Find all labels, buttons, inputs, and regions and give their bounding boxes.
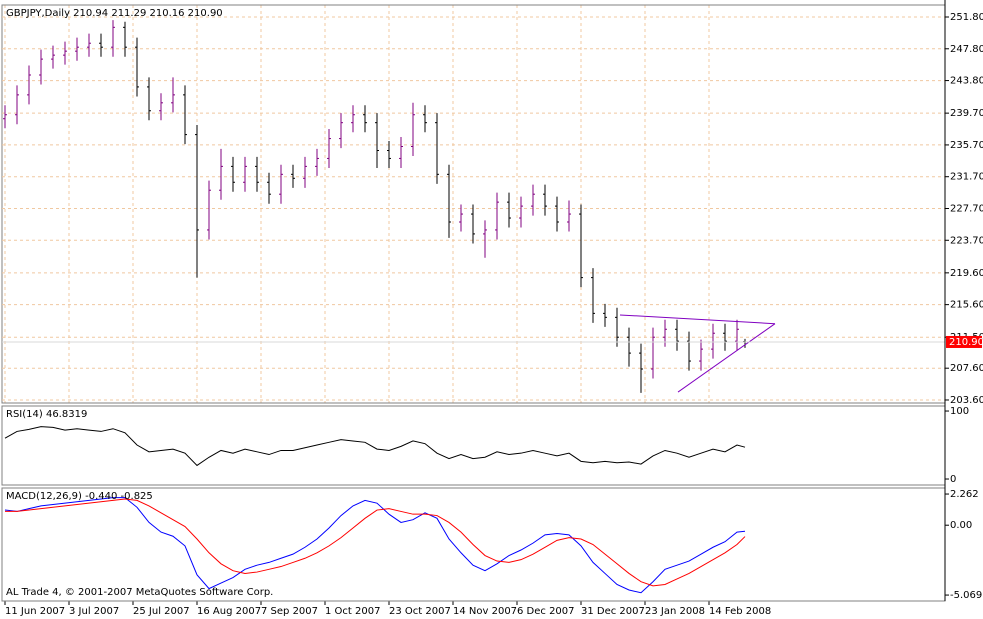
trendline bbox=[619, 314, 776, 325]
line-series bbox=[4, 426, 746, 467]
y-tick-label: 215.60 bbox=[950, 300, 983, 311]
price-marker-label: 210.90 bbox=[949, 337, 983, 348]
y-tick-label: 207.60 bbox=[950, 363, 983, 374]
x-tick-label: 11 Jun 2007 bbox=[5, 606, 65, 617]
x-tick-label: 23 Oct 2007 bbox=[389, 606, 451, 617]
x-tick-label: 6 Dec 2007 bbox=[517, 606, 575, 617]
price-marker bbox=[946, 335, 982, 348]
line-series bbox=[4, 497, 746, 594]
x-tick-label: 31 Dec 2007 bbox=[581, 606, 645, 617]
x-tick-label: 23 Jan 2008 bbox=[645, 606, 705, 617]
y-tick-label: 219.60 bbox=[950, 268, 983, 279]
y-tick-label: 227.70 bbox=[950, 203, 983, 214]
y-tick-label: 243.80 bbox=[950, 76, 983, 87]
y-tick-label: 0 bbox=[950, 474, 956, 485]
y-tick-label: 247.80 bbox=[950, 44, 983, 55]
y-tick-label: 203.60 bbox=[950, 395, 983, 406]
annotation: AL Trade 4, © 2001-2007 MetaQuotes Softw… bbox=[6, 587, 273, 598]
x-tick-label: 1 Oct 2007 bbox=[325, 606, 380, 617]
y-tick-label: 0.00 bbox=[950, 520, 972, 531]
y-tick-label: 251.80 bbox=[950, 12, 983, 23]
y-tick-label: 100 bbox=[950, 406, 969, 417]
x-tick-label: 14 Nov 2007 bbox=[453, 606, 517, 617]
x-tick-label: 25 Jul 2007 bbox=[133, 606, 190, 617]
panel-title: RSI(14) 46.8319 bbox=[6, 409, 87, 420]
y-tick-label: 239.70 bbox=[950, 108, 983, 119]
x-tick-label: 3 Jul 2007 bbox=[69, 606, 119, 617]
line-series bbox=[5, 498, 746, 587]
x-tick-label: 7 Sep 2007 bbox=[261, 606, 318, 617]
y-tick-label: 235.70 bbox=[950, 140, 983, 151]
y-tick-label: 231.70 bbox=[950, 172, 983, 183]
y-tick-label: 223.70 bbox=[950, 235, 983, 246]
x-tick-label: 16 Aug 2007 bbox=[197, 606, 261, 617]
y-tick-label: 2.262 bbox=[950, 489, 979, 500]
panel-title: MACD(12,26,9) -0.440 -0.825 bbox=[6, 491, 153, 502]
x-tick-label: 14 Feb 2008 bbox=[709, 606, 771, 617]
panel-title: GBPJPY,Daily 210.94 211.29 210.16 210.90 bbox=[6, 8, 223, 19]
y-tick-label: -5.069 bbox=[950, 590, 982, 601]
trendline bbox=[677, 323, 776, 393]
